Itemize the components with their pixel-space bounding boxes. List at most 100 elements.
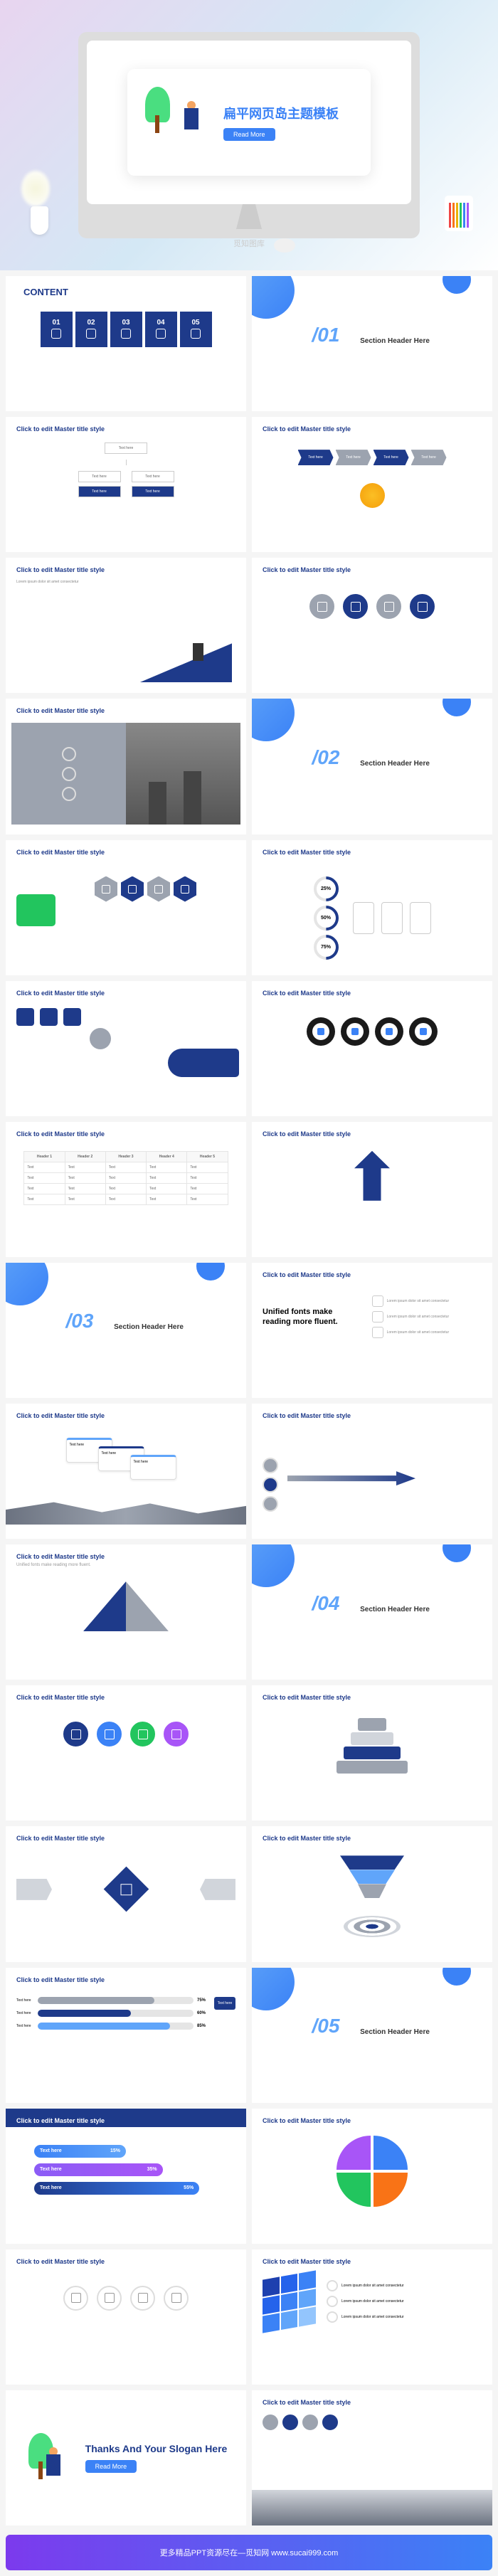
hex-icon: [121, 876, 144, 902]
feature-icon: [63, 1722, 88, 1747]
person-icon: [193, 643, 203, 661]
slide-title: Click to edit Master title style: [6, 1404, 246, 1422]
slide-title: Click to edit Master title style: [252, 1263, 492, 1281]
funnel-slide: Click to edit Master title style: [252, 1826, 492, 1961]
pencil-arrow-slide: Click to edit Master title style: [252, 1404, 492, 1539]
content-box: 03: [110, 312, 142, 347]
feature-icon: [309, 594, 334, 619]
org-chart-slide: Click to edit Master title style Text he…: [6, 417, 246, 552]
section-slide: /01 Section Header Here: [252, 276, 492, 411]
slide-title: Click to edit Master title style: [252, 2109, 492, 2127]
outline-circles-slide: Click to edit Master title style: [6, 2249, 246, 2385]
slide-title: Click to edit Master title style: [6, 2249, 246, 2268]
hero-title: 扁平网页岛主题模板: [223, 104, 339, 122]
section-label: Section Header Here: [360, 337, 430, 345]
wrench-icon: [90, 1028, 111, 1049]
bars-slide: Click to edit Master title style Text he…: [6, 1968, 246, 2103]
section-number: /05: [312, 2015, 340, 2037]
check-icon: [372, 1311, 383, 1323]
pills-slide: Click to edit Master title style Text he…: [6, 2109, 246, 2244]
slide-title: Click to edit Master title style: [6, 558, 246, 576]
list-icon: [62, 787, 76, 801]
content-box: 05: [180, 312, 212, 347]
slide-grid: CONTENT 01 02 03 04 05 /01 Section Heade…: [0, 270, 498, 2576]
slide-title: Click to edit Master title style: [252, 840, 492, 859]
slide-title: Click to edit Master title style: [252, 417, 492, 435]
step-icon: [263, 1496, 278, 1512]
small-icon: [263, 2415, 278, 2430]
list-icon: [62, 767, 76, 781]
split-image-slide: Click to edit Master title style: [6, 699, 246, 834]
icons-slide: Click to edit Master title style: [252, 558, 492, 693]
slide-title: Click to edit Master title style: [252, 1685, 492, 1704]
arrow-left: [16, 1879, 52, 1900]
trophy-icon: [120, 1884, 132, 1895]
step-icon: [263, 1458, 278, 1473]
outline-icon: [63, 2286, 88, 2311]
thanks-slide: Thanks And Your Slogan Here Read More: [6, 2390, 246, 2525]
slide-title: Click to edit Master title style: [6, 417, 246, 435]
flow-step: Text here: [374, 450, 409, 465]
slide-title: Click to edit Master title style: [6, 1685, 246, 1704]
progress-bar: Text here75%: [16, 1997, 206, 2004]
diamond-icon: [103, 1867, 149, 1912]
section-number: /04: [312, 1592, 340, 1615]
hexagon-slide: Click to edit Master title style: [6, 840, 246, 975]
records-slide: Click to edit Master title style: [252, 981, 492, 1116]
slide-title: Click to edit Master title style: [252, 2390, 492, 2409]
check-icon: [372, 1295, 383, 1307]
tag-badge: Text here: [214, 1997, 235, 2010]
box-icon: [16, 1008, 34, 1026]
hex-icon: [147, 876, 170, 902]
content-title: CONTENT: [6, 276, 246, 297]
slide-title: Click to edit Master title style: [6, 1122, 246, 1140]
record-icon: [307, 1017, 335, 1046]
climb-slide: Click to edit Master title style Lorem i…: [6, 558, 246, 693]
pill-bar: Text here15%: [34, 2145, 126, 2158]
device-icon: [410, 902, 431, 934]
cube-3d: [263, 2270, 316, 2333]
section-number: /01: [312, 324, 340, 346]
outline-icon: [97, 2286, 122, 2311]
pill-bar: Text here35%: [34, 2163, 163, 2176]
pyramid-chart: [337, 1718, 408, 1768]
content-box: 04: [145, 312, 177, 347]
small-icon: [302, 2415, 318, 2430]
monitor-mockup: 扁平网页岛主题模板 Read More: [78, 32, 420, 238]
progress-bar: Text here60%: [16, 2010, 206, 2017]
slide-title: Click to edit Master title style: [6, 840, 246, 859]
small-icon: [282, 2415, 298, 2430]
info-card: Text here: [130, 1455, 176, 1480]
footer-banner: 更多精品PPT资源尽在—觅知网 www.sucai999.com: [6, 2535, 492, 2570]
flow-step: Text here: [411, 450, 447, 465]
arrow-right: [200, 1879, 235, 1900]
device-icon: [381, 902, 403, 934]
thanks-title: Thanks And Your Slogan Here: [85, 2443, 228, 2454]
box-icon: [40, 1008, 58, 1026]
pencil-arrow: [287, 1471, 415, 1485]
list-icon: [327, 2296, 338, 2307]
target-chart: [344, 1916, 401, 1937]
quadrant-slide: Click to edit Master title style: [252, 2109, 492, 2244]
flow-slide: Click to edit Master title style Text he…: [252, 417, 492, 552]
feature-icon: [376, 594, 401, 619]
river-slide: Click to edit Master title style Text he…: [6, 1404, 246, 1539]
percentage-slide: Click to edit Master title style 25% 50%…: [252, 840, 492, 975]
box-icon: [63, 1008, 81, 1026]
slide-title: Click to edit Master title style: [252, 981, 492, 1000]
flow-step: Text here: [298, 450, 334, 465]
slide-title: Click to edit Master title style: [252, 558, 492, 576]
list-icon: [62, 747, 76, 761]
read-more-button[interactable]: Read More: [223, 128, 275, 141]
section-label: Section Header Here: [360, 1606, 430, 1613]
flow-step: Text here: [336, 450, 371, 465]
diamond-slide: Click to edit Master title style: [6, 1826, 246, 1961]
percentage-circle: 75%: [314, 935, 339, 960]
section-slide: /02 Section Header Here: [252, 699, 492, 834]
content-box: 01: [41, 312, 73, 347]
watermark-text: 觅知图库: [233, 238, 265, 249]
funnel-chart: [340, 1855, 404, 1905]
pencils-decoration: [445, 196, 473, 231]
slide-title: Click to edit Master title style: [6, 2109, 246, 2127]
read-more-button[interactable]: Read More: [85, 2460, 137, 2473]
